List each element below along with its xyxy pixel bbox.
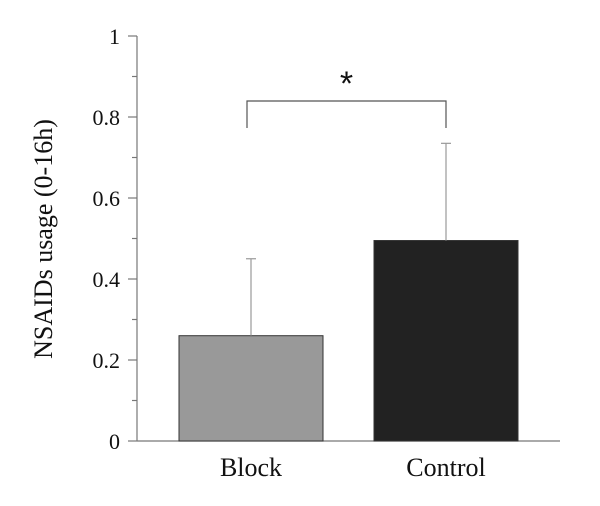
y-tick-label: 0.4 — [93, 267, 121, 292]
x-tick-label-control: Control — [406, 453, 485, 482]
y-tick-label: 0.8 — [93, 105, 121, 130]
y-tick-label: 0 — [109, 429, 120, 454]
y-tick-label: 0.2 — [93, 348, 121, 373]
x-tick-label-block: Block — [220, 453, 282, 482]
y-axis-title: NSAIDs usage (0-16h) — [29, 119, 58, 359]
bars — [178, 240, 519, 442]
significance-annotation: * — [246, 65, 447, 128]
significance-star: * — [340, 65, 353, 103]
bar-block — [178, 335, 324, 442]
y-tick-label: 1 — [109, 24, 120, 49]
y-tick-label: 0.6 — [93, 186, 121, 211]
bar-control — [373, 240, 519, 442]
error-bars — [246, 142, 451, 336]
axes: 0 0.2 0.4 0.6 0.8 1 Block Control — [93, 24, 560, 482]
significance-bracket — [246, 100, 447, 128]
